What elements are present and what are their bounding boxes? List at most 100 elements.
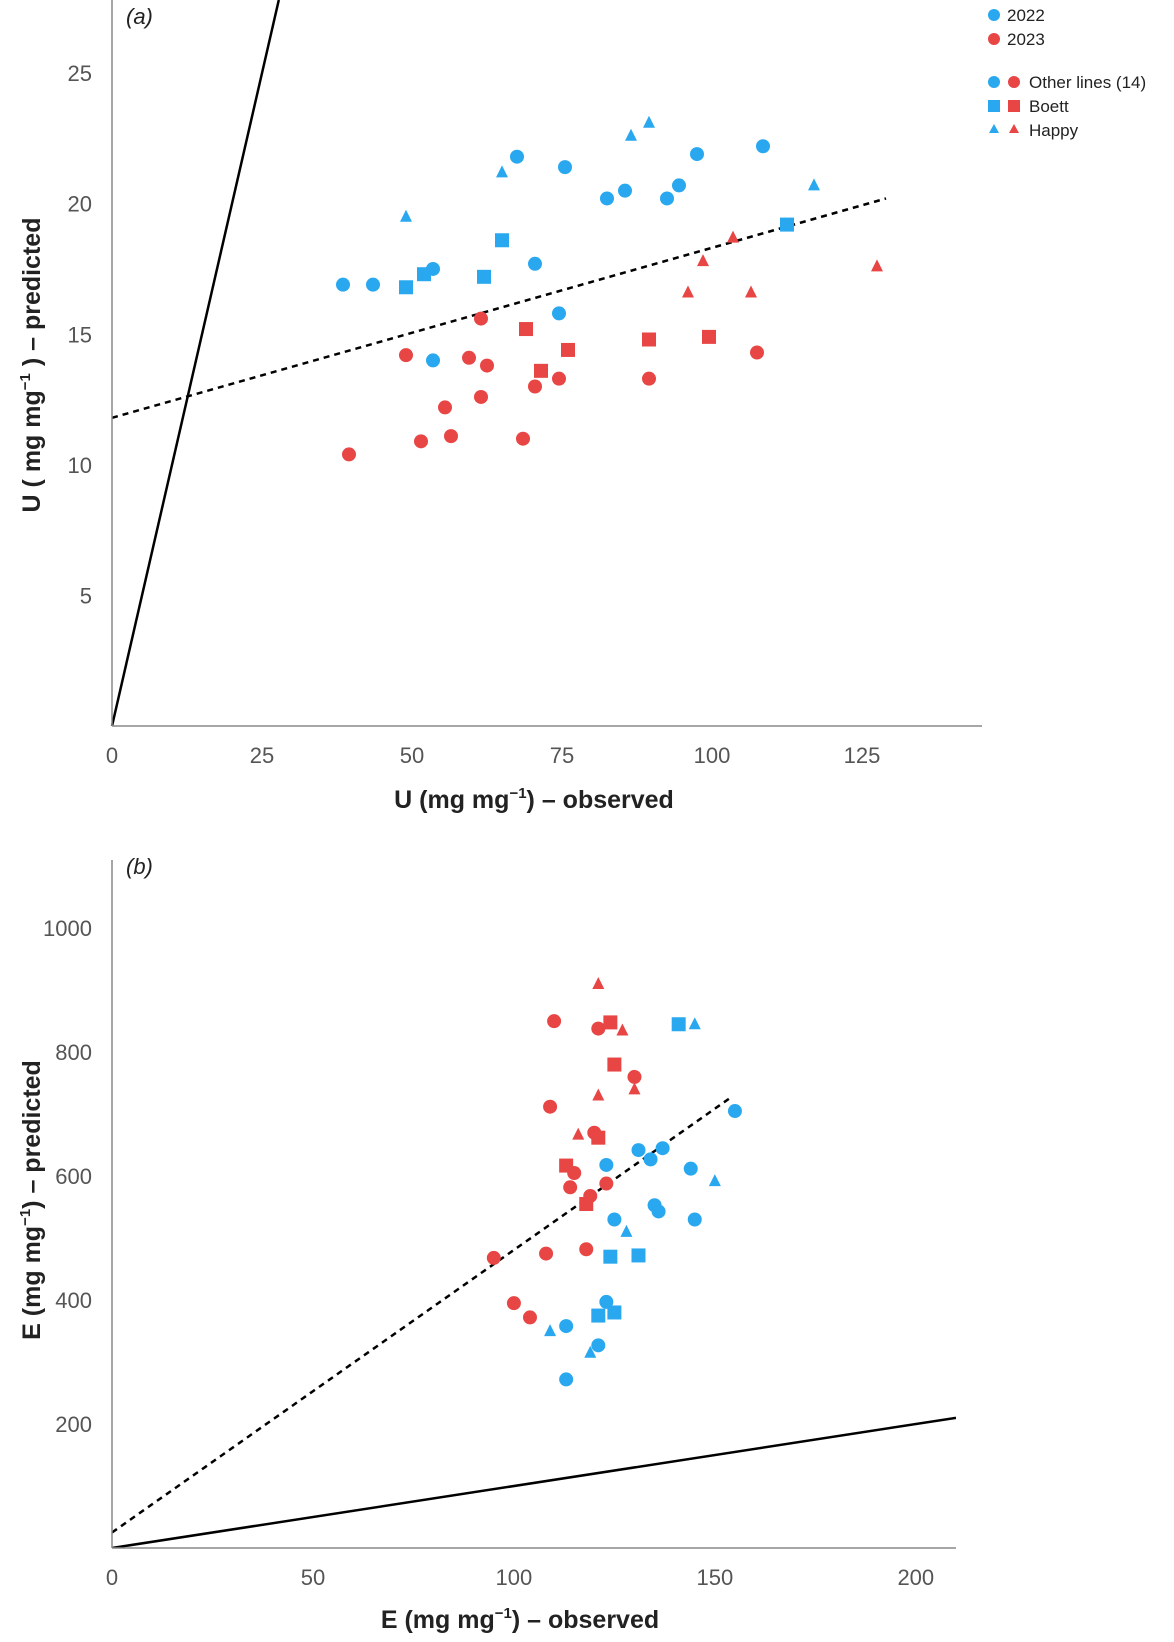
chart-b-point-triangle [628,1082,641,1095]
chart-b-point-circle [579,1242,594,1257]
chart-b-point-circle [687,1212,702,1227]
chart-b-point-circle [683,1161,698,1176]
chart-b-points [486,976,742,1387]
chart-b-point-circle [655,1141,670,1156]
chart-a-xtick-label: 75 [550,743,574,768]
chart-b-point-triangle [544,1324,557,1337]
chart-b-ytick-label: 800 [55,1040,92,1065]
chart-b-ytick-label: 200 [55,1412,92,1437]
chart-b-point-circle [607,1212,622,1227]
chart-a-point-circle [552,371,566,386]
chart-a-point-circle [672,178,686,193]
legend-boett-2022-marker [988,100,1000,112]
chart-a-ylabel-post: ) – predicted [18,218,46,374]
legend: 2022 2023 Other lines (14) Boett Happy [988,6,1146,140]
chart-a-point-circle [444,429,458,444]
chart-b-xlabel: E (mg mg−1) – observed [381,1605,659,1634]
chart-a-xlabel-post: ) – observed [527,786,674,814]
chart-b-point-circle [727,1104,742,1119]
chart-a-point-circle [750,345,764,360]
chart-b-point-circle [627,1069,642,1084]
chart-a-ylabel-sup: −1 [17,373,34,390]
chart-a-point-triangle [871,259,883,272]
chart-b-point-square [631,1248,646,1263]
chart-b-point-square [603,1249,618,1264]
chart-b-lines [111,1096,956,1548]
chart-a-lines [110,0,887,726]
chart-a-point-square [519,322,533,337]
legend-year-2022: 2022 [988,6,1045,25]
chart-b-point-circle [559,1372,574,1387]
legend-happy-2022-marker [989,124,999,133]
chart-a-fit-line [111,197,887,420]
chart-a-ylabel: U ( mg mg−1 ) – predicted [17,218,46,513]
chart-a-point-circle [474,389,488,404]
legend-group-boett: Boett [988,97,1069,116]
chart-b-point-circle [599,1294,614,1309]
chart-a-xtick-label: 0 [106,743,118,768]
chart-a-point-triangle [745,285,757,298]
chart-a-yticks: 5 10 15 20 25 [68,61,92,608]
chart-a-xtick-label: 100 [694,743,731,768]
chart-a-point-circle [342,447,356,462]
chart-b-point-triangle [572,1127,585,1140]
chart-b-point-square [607,1305,622,1320]
chart-b-point-triangle [708,1174,721,1187]
chart-b-point-square [591,1308,606,1323]
chart-b-point-circle [591,1338,606,1353]
chart-a-point-circle [426,353,440,368]
chart-b-xtick-label: 0 [106,1565,118,1590]
chart-a-point-square [561,342,575,357]
chart-a-xtick-label: 50 [400,743,424,768]
chart-a-xtick-label: 25 [250,743,274,768]
chart-b-ytick-label: 1000 [43,916,92,941]
chart-a-ytick-label: 20 [68,192,92,217]
chart-b-point-triangle [592,1088,605,1101]
chart-a-point-circle [552,306,566,321]
chart-a-point-circle [366,277,380,292]
chart-b-ylabel-main: E (mg mg [18,1226,46,1340]
chart-b-point-circle [643,1152,658,1167]
legend-boett-label: Boett [1029,97,1069,116]
chart-b-point-square [607,1057,622,1072]
chart-b-xlabel-post: ) – observed [512,1606,659,1634]
chart-a-point-circle [438,400,452,415]
chart-b-fit-line [111,1096,732,1534]
chart-a-ytick-label: 5 [80,583,92,608]
chart-a-point-circle [462,350,476,365]
chart-a-point-square [417,267,431,282]
chart-a-point-triangle [496,165,508,178]
legend-year-2023-label: 2023 [1007,30,1045,49]
legend-year-2022-label: 2022 [1007,6,1045,25]
chart-b-point-square [671,1017,686,1032]
chart-b-point-circle [631,1143,646,1158]
chart-b-xlabel-sup: −1 [495,1605,512,1622]
chart-b-point-circle [559,1319,574,1334]
chart-a-point-triangle [682,285,694,298]
chart-a-point-square [477,269,491,284]
chart-a-point-square [534,363,548,378]
panel-b-label: (b) [126,854,153,879]
chart-a-point-circle [558,160,572,175]
chart-b-point-triangle [616,1023,629,1036]
chart-b-point-square [591,1130,606,1145]
chart-a-point-triangle [727,230,739,243]
chart-b-point-circle [547,1014,562,1029]
legend-group-happy: Happy [989,121,1079,140]
legend-other-2023-marker [1008,76,1020,88]
chart-b-point-circle [591,1021,606,1036]
chart-a-xlabel: U (mg mg−1) – observed [394,785,674,814]
chart-b: (b) 0 50 100 150 200 200 400 600 800 1000 E (mg … [17,854,956,1634]
chart-b-identity-line [111,1416,956,1548]
legend-group-other-lines: Other lines (14) [988,73,1146,92]
chart-a-point-circle [690,147,704,162]
chart-a-xtick-label: 125 [844,743,881,768]
chart-a-point-square [780,217,794,232]
chart-b-point-circle [563,1180,578,1195]
chart-a-point-circle [336,277,350,292]
chart-a-point-circle [510,149,524,164]
chart-a-ytick-label: 10 [68,453,92,478]
chart-b-xtick-label: 100 [496,1565,533,1590]
chart-a-point-square [495,233,509,248]
